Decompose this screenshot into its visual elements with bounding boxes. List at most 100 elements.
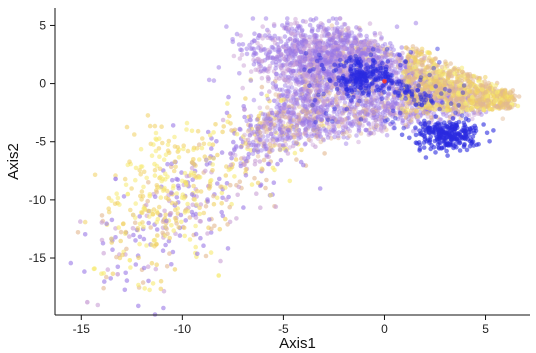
data-point xyxy=(153,148,159,154)
data-point xyxy=(335,102,340,108)
data-point xyxy=(457,148,463,153)
data-point xyxy=(290,32,295,37)
data-point xyxy=(342,100,348,105)
data-point xyxy=(297,66,302,71)
data-point xyxy=(316,89,322,94)
data-point xyxy=(300,32,306,38)
data-point xyxy=(176,225,181,230)
data-point xyxy=(265,113,271,119)
data-point xyxy=(114,191,119,196)
data-point xyxy=(312,128,317,133)
data-point xyxy=(434,78,440,84)
data-point xyxy=(246,151,252,157)
data-point xyxy=(321,112,326,118)
data-point xyxy=(303,129,308,134)
data-point xyxy=(301,118,306,124)
data-point xyxy=(280,113,285,119)
data-point xyxy=(282,106,288,112)
data-point xyxy=(403,114,409,120)
data-point xyxy=(312,93,317,98)
data-point xyxy=(388,50,394,55)
data-point xyxy=(397,101,402,107)
data-point xyxy=(342,106,347,112)
data-point xyxy=(414,46,419,52)
data-point xyxy=(365,106,371,111)
data-point xyxy=(264,126,269,132)
data-point xyxy=(344,130,350,135)
data-point xyxy=(101,250,106,256)
data-point xyxy=(300,102,306,108)
data-point xyxy=(371,110,376,115)
data-point xyxy=(356,110,361,115)
data-point xyxy=(313,99,319,104)
data-point xyxy=(360,108,366,114)
data-point xyxy=(382,55,387,60)
data-point xyxy=(220,213,226,219)
data-point xyxy=(365,99,371,104)
data-point xyxy=(129,186,134,191)
data-point xyxy=(123,270,128,276)
data-point xyxy=(280,123,285,129)
data-point xyxy=(202,154,208,159)
data-point xyxy=(308,103,313,109)
data-point xyxy=(141,206,146,212)
data-point xyxy=(307,63,312,68)
data-point xyxy=(312,125,317,130)
data-point xyxy=(267,98,272,104)
data-point xyxy=(314,124,319,129)
data-point xyxy=(391,111,397,116)
data-point xyxy=(122,176,128,182)
data-point xyxy=(136,303,141,309)
data-point xyxy=(254,117,260,122)
data-point xyxy=(217,226,223,232)
data-point xyxy=(346,28,352,34)
data-point xyxy=(375,127,381,133)
data-point xyxy=(334,119,340,125)
data-point xyxy=(335,26,341,31)
data-point xyxy=(399,45,405,50)
data-point xyxy=(363,111,368,116)
data-point xyxy=(185,148,191,154)
data-point xyxy=(144,243,149,248)
data-point xyxy=(211,78,217,83)
data-point xyxy=(257,130,263,135)
data-point xyxy=(322,73,327,78)
data-point xyxy=(299,92,304,97)
data-point xyxy=(376,107,381,112)
data-point xyxy=(378,85,383,91)
data-point xyxy=(195,128,201,134)
data-point xyxy=(458,115,464,121)
data-point xyxy=(287,48,293,53)
data-point xyxy=(314,82,320,88)
data-point xyxy=(380,129,385,134)
data-point xyxy=(145,113,151,118)
data-point xyxy=(267,110,273,116)
data-point xyxy=(157,166,163,172)
data-point xyxy=(296,112,302,118)
data-point xyxy=(379,55,385,60)
data-point xyxy=(494,89,500,95)
data-point xyxy=(280,128,286,134)
data-point xyxy=(293,101,299,106)
data-point xyxy=(368,102,373,108)
data-point xyxy=(438,86,443,92)
data-point xyxy=(287,130,292,135)
data-point xyxy=(152,244,157,249)
data-point xyxy=(304,109,309,114)
data-point xyxy=(303,127,308,132)
data-point xyxy=(409,114,415,120)
data-point xyxy=(391,103,397,109)
data-point xyxy=(294,116,300,122)
data-point xyxy=(333,67,339,73)
data-point xyxy=(317,131,322,136)
data-point xyxy=(207,141,212,147)
data-point xyxy=(327,102,332,107)
data-point xyxy=(218,184,223,189)
data-point xyxy=(152,167,158,173)
data-point xyxy=(373,117,378,123)
data-point xyxy=(434,90,440,95)
data-point xyxy=(292,134,297,140)
data-point xyxy=(284,94,290,100)
data-point xyxy=(358,113,363,118)
data-point xyxy=(314,133,320,138)
